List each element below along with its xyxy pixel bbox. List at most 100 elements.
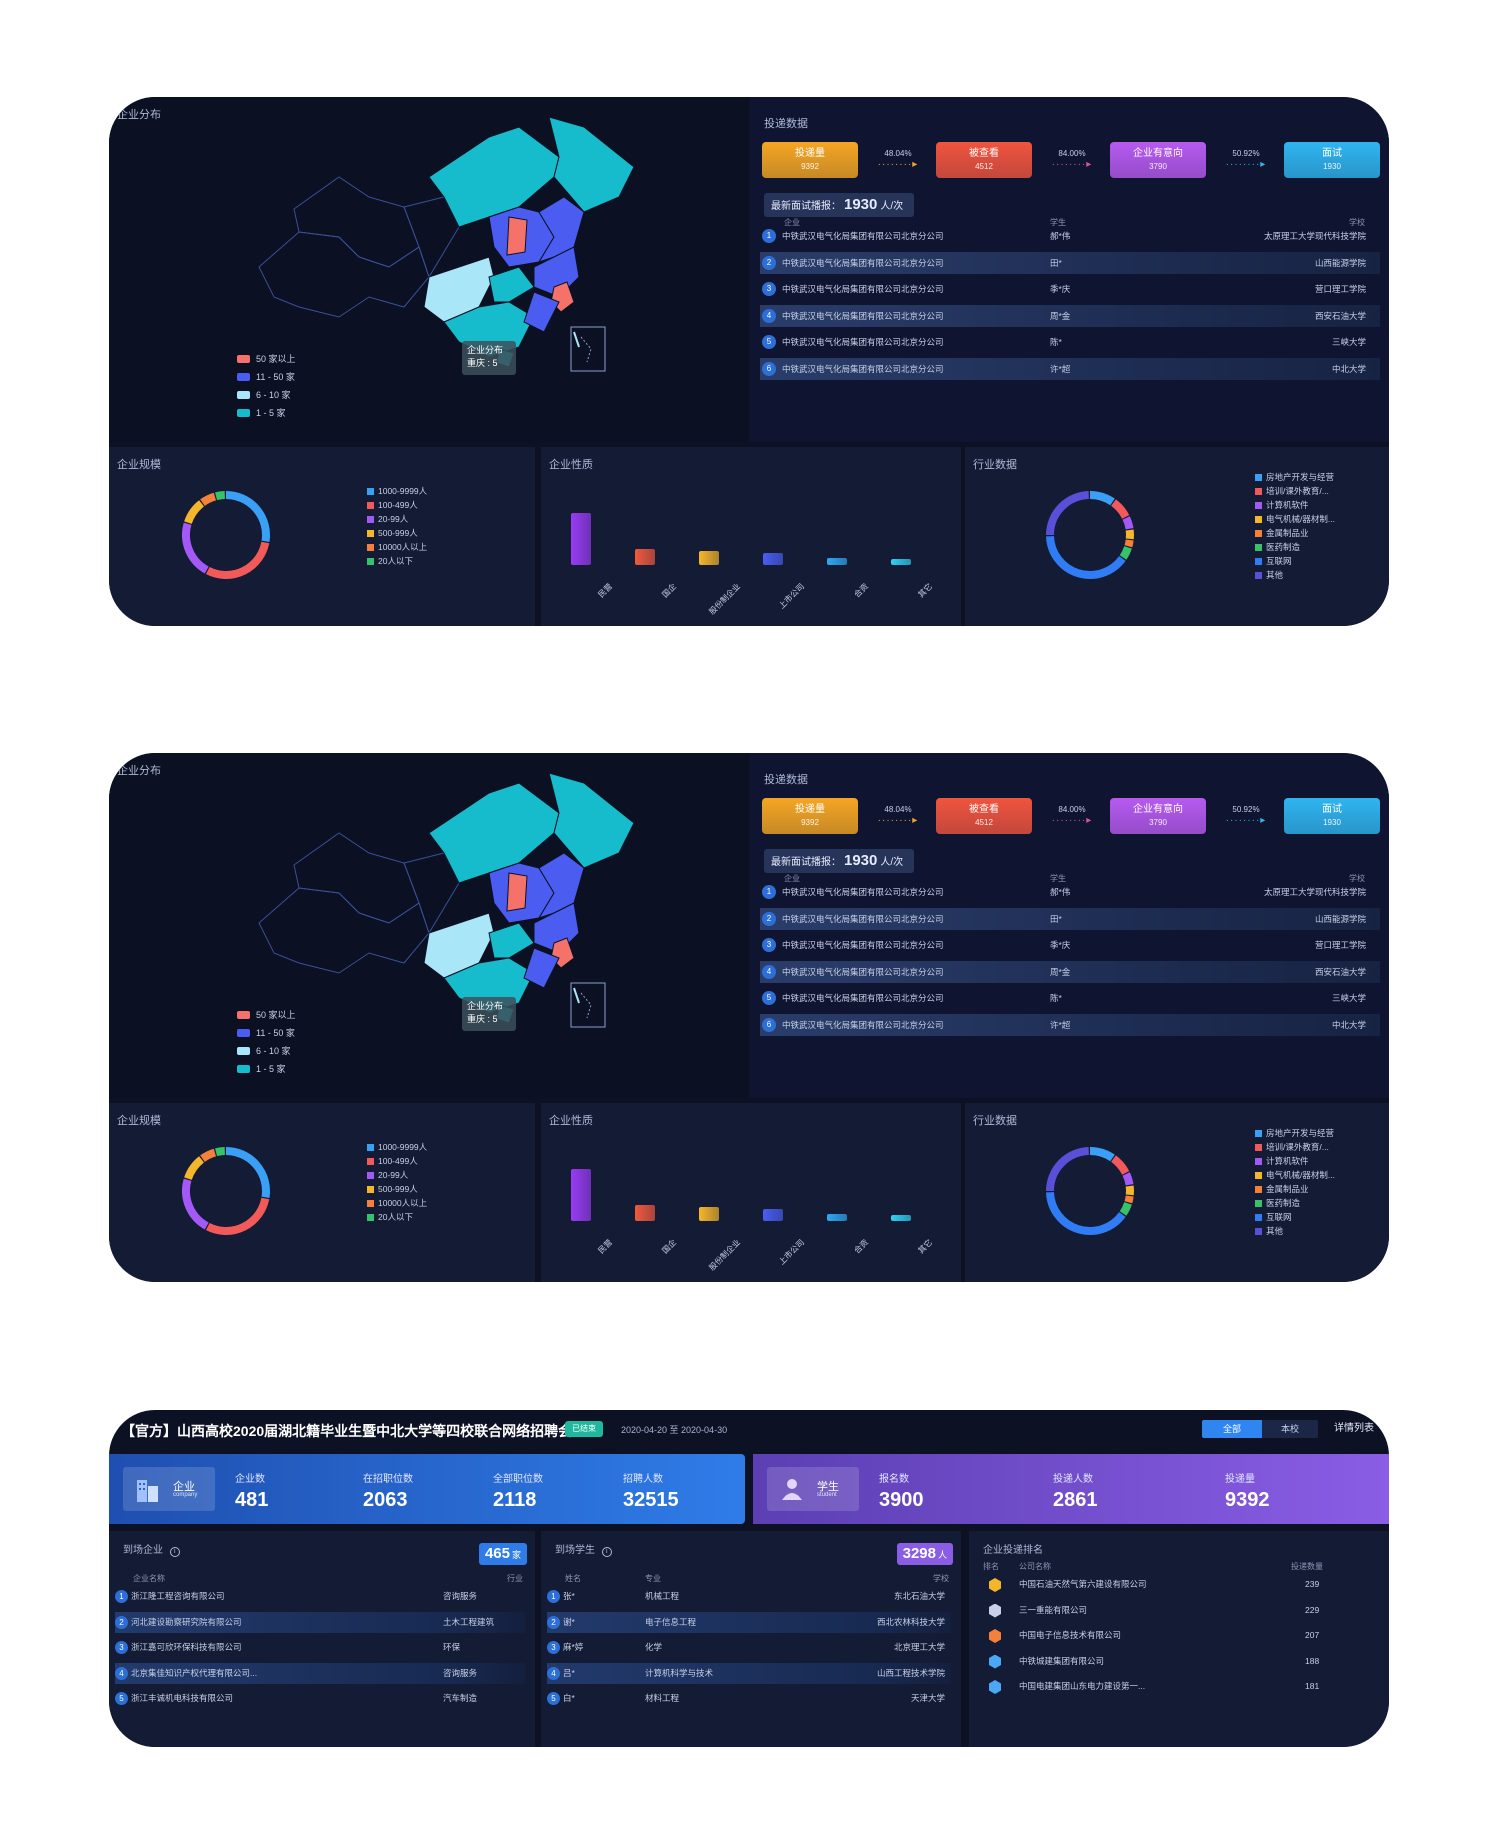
nature-bar[interactable] <box>635 549 655 565</box>
donut-slice[interactable] <box>215 491 226 501</box>
legend-item[interactable]: 1000-9999人 <box>367 1141 427 1153</box>
student-row[interactable]: 2 谢* 电子信息工程 西北农林科技大学 <box>547 1611 951 1633</box>
legend-item[interactable]: 医药制造 <box>1255 1197 1300 1209</box>
industry-donut-chart[interactable] <box>1035 480 1145 590</box>
legend-item[interactable]: 金属制品业 <box>1255 527 1309 539</box>
delivery-row[interactable]: 3 中铁武汉电气化局集团有限公司北京分公司 季*庆 营口理工学院 <box>760 934 1380 956</box>
legend-item[interactable]: 金属制品业 <box>1255 1183 1309 1195</box>
legend-item[interactable]: 20人以下 <box>367 1211 413 1223</box>
donut-slice[interactable] <box>1046 535 1126 579</box>
legend-item[interactable]: 10000人以上 <box>367 541 427 553</box>
legend-item[interactable]: 其他 <box>1255 569 1283 581</box>
donut-slice[interactable] <box>205 541 270 579</box>
company-row[interactable]: 3 浙江嘉可欣环保科技有限公司 环保 <box>115 1637 525 1658</box>
ranking-row[interactable]: 中铁城建集团有限公司 188 <box>975 1651 1375 1672</box>
donut-slice[interactable] <box>184 1156 205 1181</box>
legend-item[interactable]: 11 - 50 家 <box>237 370 295 383</box>
donut-slice[interactable] <box>1119 546 1132 560</box>
legend-item[interactable]: 房地产开发与经营 <box>1255 471 1334 483</box>
funnel-step[interactable]: 面试 1930 <box>1284 798 1380 834</box>
delivery-row[interactable]: 4 中铁武汉电气化局集团有限公司北京分公司 周*金 西安石油大学 <box>760 960 1380 983</box>
delivery-row[interactable]: 1 中铁武汉电气化局集团有限公司北京分公司 郝*伟 太原理工大学现代科技学院 <box>760 225 1380 247</box>
donut-slice[interactable] <box>200 1148 217 1162</box>
legend-item[interactable]: 电气机械/器材制... <box>1255 1169 1335 1181</box>
ranking-row[interactable]: 中国石油天然气第六建设有限公司 239 <box>975 1574 1375 1595</box>
ranking-row[interactable]: 三一重能有限公司 229 <box>975 1600 1375 1621</box>
student-row[interactable]: 5 白* 材料工程 天津大学 <box>547 1688 951 1709</box>
donut-slice[interactable] <box>1046 491 1090 536</box>
legend-item[interactable]: 20-99人 <box>367 1169 408 1181</box>
funnel-step[interactable]: 面试 1930 <box>1284 142 1380 178</box>
industry-donut-chart[interactable] <box>1035 1136 1145 1246</box>
ranking-row[interactable]: 中国电子信息技术有限公司 207 <box>975 1625 1375 1646</box>
donut-slice[interactable] <box>200 492 217 506</box>
funnel-step[interactable]: 被查看 4512 <box>936 142 1032 178</box>
delivery-row[interactable]: 3 中铁武汉电气化局集团有限公司北京分公司 季*庆 营口理工学院 <box>760 278 1380 300</box>
funnel-step[interactable]: 企业有意向 3790 <box>1110 142 1206 178</box>
funnel-step[interactable]: 企业有意向 3790 <box>1110 798 1206 834</box>
funnel-step[interactable]: 被查看 4512 <box>936 798 1032 834</box>
donut-slice[interactable] <box>1124 539 1134 548</box>
delivery-row[interactable]: 2 中铁武汉电气化局集团有限公司北京分公司 田* 山西能源学院 <box>760 907 1380 930</box>
donut-slice[interactable] <box>1110 499 1130 519</box>
student-row[interactable]: 1 张* 机械工程 东北石油大学 <box>547 1586 951 1607</box>
legend-item[interactable]: 6 - 10 家 <box>237 388 291 401</box>
donut-slice[interactable] <box>225 491 270 542</box>
donut-slice[interactable] <box>1124 1195 1134 1204</box>
detail-list-link[interactable]: 详情列表 <box>1334 1423 1374 1434</box>
legend-item[interactable]: 互联网 <box>1255 1211 1292 1223</box>
legend-item[interactable]: 20-99人 <box>367 513 408 525</box>
ranking-row[interactable]: 中国电建集团山东电力建设第一... 181 <box>975 1676 1375 1697</box>
nature-bar[interactable] <box>763 1209 783 1221</box>
legend-item[interactable]: 1000-9999人 <box>367 485 427 497</box>
company-row[interactable]: 5 浙江丰诚机电科技有限公司 汽车制造 <box>115 1688 525 1709</box>
nature-bar[interactable] <box>891 559 911 565</box>
student-row[interactable]: 4 吕* 计算机科学与技术 山西工程技术学院 <box>547 1662 951 1684</box>
nature-bar[interactable] <box>827 558 847 565</box>
legend-item[interactable]: 1 - 5 家 <box>237 406 286 419</box>
donut-slice[interactable] <box>1122 516 1134 530</box>
donut-slice[interactable] <box>215 1147 226 1157</box>
delivery-row[interactable]: 5 中铁武汉电气化局集团有限公司北京分公司 陈* 三峡大学 <box>760 987 1380 1009</box>
student-row[interactable]: 3 麻*婷 化学 北京理工大学 <box>547 1637 951 1658</box>
legend-item[interactable]: 1 - 5 家 <box>237 1062 286 1075</box>
funnel-step[interactable]: 投递量 9392 <box>762 142 858 178</box>
nature-bar[interactable] <box>891 1215 911 1221</box>
donut-slice[interactable] <box>1119 1202 1132 1216</box>
legend-item[interactable]: 计算机软件 <box>1255 499 1309 511</box>
legend-item[interactable]: 6 - 10 家 <box>237 1044 291 1057</box>
nature-bar[interactable] <box>699 551 719 565</box>
delivery-row[interactable]: 4 中铁武汉电气化局集团有限公司北京分公司 周*金 西安石油大学 <box>760 304 1380 327</box>
legend-item[interactable]: 医药制造 <box>1255 541 1300 553</box>
legend-item[interactable]: 互联网 <box>1255 555 1292 567</box>
scale-donut-chart[interactable] <box>171 1136 281 1246</box>
tab-own-school[interactable]: 本校 <box>1262 1420 1318 1438</box>
legend-item[interactable]: 50 家以上 <box>237 352 296 365</box>
nature-bar[interactable] <box>763 553 783 565</box>
donut-slice[interactable] <box>182 1178 209 1230</box>
tab-all[interactable]: 全部 <box>1202 1420 1262 1438</box>
scale-donut-chart[interactable] <box>171 480 281 590</box>
delivery-row[interactable]: 2 中铁武汉电气化局集团有限公司北京分公司 田* 山西能源学院 <box>760 251 1380 274</box>
funnel-step[interactable]: 投递量 9392 <box>762 798 858 834</box>
legend-item[interactable]: 500-999人 <box>367 1183 418 1195</box>
delivery-row[interactable]: 1 中铁武汉电气化局集团有限公司北京分公司 郝*伟 太原理工大学现代科技学院 <box>760 881 1380 903</box>
legend-item[interactable]: 培训/课外教育/... <box>1255 1141 1329 1153</box>
nature-bar[interactable] <box>571 1169 591 1221</box>
info-icon[interactable]: i <box>169 1547 180 1557</box>
legend-item[interactable]: 电气机械/器材制... <box>1255 513 1335 525</box>
legend-item[interactable]: 计算机软件 <box>1255 1155 1309 1167</box>
nature-bar[interactable] <box>699 1207 719 1221</box>
legend-item[interactable]: 100-499人 <box>367 499 418 511</box>
donut-slice[interactable] <box>1046 1147 1090 1192</box>
legend-item[interactable]: 其他 <box>1255 1225 1283 1237</box>
delivery-row[interactable]: 6 中铁武汉电气化局集团有限公司北京分公司 许*超 中北大学 <box>760 1013 1380 1036</box>
china-map[interactable] <box>189 117 649 417</box>
donut-slice[interactable] <box>1046 1191 1126 1235</box>
donut-slice[interactable] <box>1110 1155 1130 1175</box>
nature-bar[interactable] <box>571 513 591 565</box>
donut-slice[interactable] <box>182 522 209 574</box>
legend-item[interactable]: 100-499人 <box>367 1155 418 1167</box>
info-icon[interactable]: i <box>601 1547 612 1557</box>
donut-slice[interactable] <box>1089 1147 1115 1162</box>
